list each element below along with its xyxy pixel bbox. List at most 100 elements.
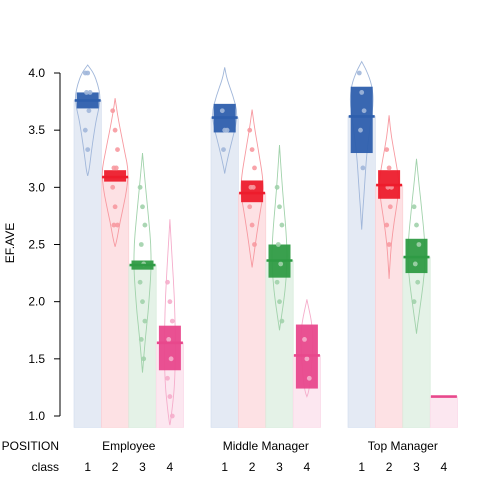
position-group-label: Employee: [102, 439, 156, 453]
data-point: [358, 127, 363, 133]
data-point: [115, 222, 120, 228]
data-point: [356, 70, 362, 76]
data-point: [87, 90, 93, 95]
data-point: [249, 147, 255, 153]
violin-outline: [271, 144, 288, 331]
data-point: [112, 127, 118, 133]
data-point: [247, 127, 253, 133]
violin-outline: [212, 67, 238, 174]
data-point: [252, 242, 257, 247]
data-point: [249, 222, 255, 228]
data-point: [82, 127, 88, 133]
data-point: [165, 375, 170, 381]
data-point: [278, 261, 284, 267]
y-tick-label: 4.0: [28, 66, 45, 80]
data-point: [247, 204, 253, 210]
data-point: [140, 204, 145, 210]
class-tick-label: 1: [84, 460, 91, 474]
position-group-label: Top Manager: [368, 439, 438, 453]
inference-band: [241, 180, 264, 203]
data-point: [277, 204, 282, 210]
mean-bar: [128, 264, 157, 428]
data-point: [110, 108, 116, 114]
data-point: [275, 242, 281, 247]
data-point: [113, 165, 119, 171]
data-point: [141, 356, 147, 362]
data-point: [219, 108, 225, 114]
data-point: [306, 375, 312, 381]
data-point: [85, 147, 91, 153]
data-point: [221, 147, 226, 153]
class-tick-label: 2: [112, 460, 119, 474]
data-point: [84, 90, 89, 95]
data-point: [279, 318, 285, 324]
data-point: [142, 318, 148, 324]
data-point: [279, 222, 285, 228]
data-point: [415, 279, 421, 285]
data-point: [360, 165, 366, 171]
data-point: [386, 165, 392, 171]
data-point: [411, 299, 417, 305]
mean-bar: [265, 260, 294, 428]
position-group-label: Middle Manager: [223, 439, 309, 453]
data-point: [142, 222, 148, 228]
data-point: [411, 204, 417, 210]
class-tick-label: 4: [304, 460, 311, 474]
data-point: [140, 299, 145, 305]
data-point: [138, 336, 144, 342]
data-point: [384, 222, 390, 228]
mean-bar: [429, 396, 458, 428]
mean-bar: [347, 116, 376, 428]
violin-outline: [133, 152, 152, 373]
class-tick-label: 2: [249, 460, 256, 474]
data-point: [137, 279, 143, 285]
inference-band: [350, 86, 373, 154]
data-point: [416, 242, 422, 247]
data-point: [274, 184, 280, 190]
data-point: [169, 318, 175, 324]
data-point: [250, 184, 256, 190]
class-tick-label: 4: [167, 460, 174, 474]
class-tick-label: 3: [413, 460, 420, 474]
class-tick-label: 2: [386, 460, 393, 474]
y-axis-label: EF.AVE: [3, 223, 17, 263]
data-point: [359, 90, 365, 95]
data-point: [110, 184, 116, 190]
data-point: [384, 147, 390, 153]
violin-outline: [164, 219, 176, 426]
inference-band: [158, 325, 181, 371]
y-tick-label: 1.5: [28, 352, 45, 366]
data-point: [414, 222, 419, 228]
class-tick-label: 1: [221, 460, 228, 474]
mean-bar: [402, 256, 431, 428]
y-tick-label: 2.5: [28, 238, 45, 252]
data-point: [86, 108, 92, 114]
y-tick-label: 2.0: [28, 295, 45, 309]
data-point: [167, 299, 173, 305]
data-point: [304, 356, 310, 362]
y-tick-label: 1.0: [28, 409, 45, 423]
y-tick-label: 3.5: [28, 123, 45, 137]
class-tick-label: 4: [441, 460, 448, 474]
mean-bar: [210, 117, 239, 428]
class-tick-label: 3: [139, 460, 146, 474]
data-point: [361, 108, 367, 114]
y-axis: 1.0 1.5 2.0 2.5 3.0 3.5 4.0: [28, 66, 61, 423]
mean-bar: [73, 100, 102, 428]
data-point: [224, 127, 230, 133]
data-point: [167, 394, 173, 399]
data-point: [111, 222, 117, 228]
position-row-label: POSITION: [2, 439, 59, 453]
data-point: [252, 165, 257, 171]
mean-bar: [238, 192, 267, 428]
violin-outline: [101, 98, 129, 247]
data-point: [412, 261, 418, 267]
data-point: [138, 242, 144, 247]
data-point: [115, 147, 120, 153]
data-point: [166, 336, 172, 342]
data-point: [277, 299, 282, 305]
y-tick-label: 3.0: [28, 180, 45, 194]
data-point: [274, 279, 280, 285]
